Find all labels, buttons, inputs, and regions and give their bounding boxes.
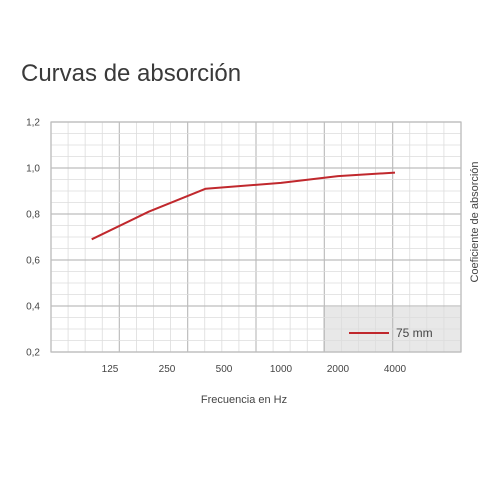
y-tick-label: 0,6 [26,256,40,267]
y-tick-label: 0,8 [26,210,40,221]
y-tick-label: 1,0 [26,164,40,175]
plot-border [50,121,462,353]
legend-label: 75 mm [396,326,433,340]
x-axis-label: Frecuencia en Hz [201,394,287,406]
y-axis-label: Coeficiente de absorción [469,161,481,282]
x-tick-label: 1000 [270,364,293,375]
x-tick-label: 125 [102,364,119,375]
legend-box [323,307,461,352]
series-line-75mm [91,171,396,241]
y-tick-label: 0,2 [26,348,40,359]
x-tick-label: 500 [216,364,233,375]
x-tick-label: 2000 [327,364,350,375]
grid [50,121,462,353]
y-tick-label: 1,2 [26,118,40,129]
x-tick-label: 250 [159,364,176,375]
x-tick-label: 4000 [384,364,407,375]
y-tick-label: 0,4 [26,302,40,313]
chart-title: Curvas de absorción [21,60,242,87]
tick-labels: 0,2 0,4 0,6 0,8 1,0 1,2 125 250 500 1000 2000 4000 [26,118,406,376]
